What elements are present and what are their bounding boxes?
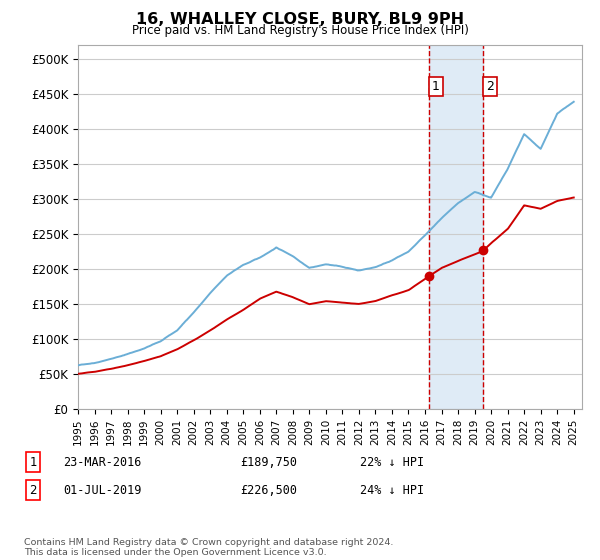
Text: £189,750: £189,750 <box>240 455 297 469</box>
Text: 2: 2 <box>486 80 494 94</box>
Text: 24% ↓ HPI: 24% ↓ HPI <box>360 483 424 497</box>
Text: Contains HM Land Registry data © Crown copyright and database right 2024.
This d: Contains HM Land Registry data © Crown c… <box>24 538 394 557</box>
Text: 22% ↓ HPI: 22% ↓ HPI <box>360 455 424 469</box>
Text: £226,500: £226,500 <box>240 483 297 497</box>
Text: 16, WHALLEY CLOSE, BURY, BL9 9PH: 16, WHALLEY CLOSE, BURY, BL9 9PH <box>136 12 464 27</box>
Text: Price paid vs. HM Land Registry's House Price Index (HPI): Price paid vs. HM Land Registry's House … <box>131 24 469 36</box>
Text: 01-JUL-2019: 01-JUL-2019 <box>63 483 142 497</box>
Text: 23-MAR-2016: 23-MAR-2016 <box>63 455 142 469</box>
Text: 1: 1 <box>29 455 37 469</box>
Text: 2: 2 <box>29 483 37 497</box>
Bar <box>428 45 483 409</box>
Text: 1: 1 <box>431 80 440 94</box>
